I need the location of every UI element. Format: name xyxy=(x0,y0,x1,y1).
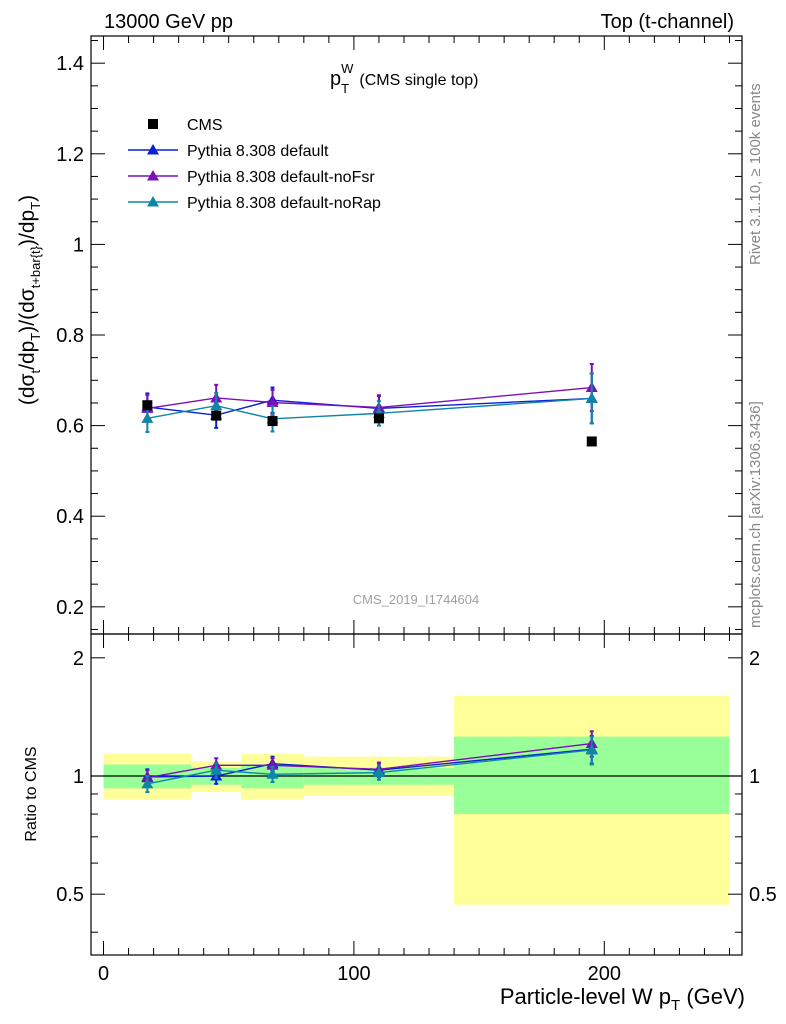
plot-title: pTW(CMS single top) xyxy=(330,61,479,96)
x-tick-label: 200 xyxy=(588,963,621,985)
ratio-y-tick-label-right: 0.5 xyxy=(749,884,777,906)
main-cms-point xyxy=(373,413,384,424)
legend-marker-default xyxy=(147,144,159,155)
main-y-axis-label: (dσt/dpT)/(dσt+bar{t})/dpT) xyxy=(16,195,43,405)
header-left-label: 13000 GeV pp xyxy=(104,11,233,33)
ratio-panel-frame xyxy=(90,633,743,956)
rivet-side-text: Rivet 3.1.10, ≥ 100k events xyxy=(747,83,764,265)
main-noFsr-point xyxy=(266,396,279,408)
header-right-label: Top (t-channel) xyxy=(601,11,734,33)
ratio-noRap-point xyxy=(372,766,385,778)
ratio-panel-series xyxy=(141,730,598,794)
x-axis-label: Particle-level W pT (GeV) xyxy=(500,984,745,1014)
legend-label-noRap: Pythia 8.308 default-noRap xyxy=(187,195,381,212)
legend-label-cms: CMS xyxy=(187,117,223,134)
ratio-panel-ticks: 0 100 200 0.5 0.5 1 1 2 2 xyxy=(56,620,777,985)
ratio-y-tick-label: 1 xyxy=(73,766,84,788)
main-cms-point xyxy=(586,436,597,447)
legend-marker-noFsr xyxy=(147,170,159,181)
main-y-tick-label: 0.4 xyxy=(56,506,84,528)
main-y-tick-label: 0.8 xyxy=(56,325,84,347)
legend: CMS Pythia 8.308 default Pythia 8.308 defa… xyxy=(128,117,381,212)
main-cms-point xyxy=(142,400,153,411)
main-y-tick-label: 0.2 xyxy=(56,597,84,619)
main-y-tick-label: 1.4 xyxy=(56,53,84,75)
legend-marker-noRap xyxy=(147,196,159,207)
ratio-noRap-point xyxy=(141,777,154,789)
main-noRap-point xyxy=(210,399,223,411)
ratio-uncertainty-bands xyxy=(103,695,730,905)
x-tick-label: 100 xyxy=(337,963,370,985)
analysis-watermark: CMS_2019_I1744604 xyxy=(353,592,480,607)
main-y-tick-label: 0.6 xyxy=(56,416,84,438)
main-panel-series xyxy=(141,362,598,447)
ratio-noFsr-point xyxy=(266,759,279,770)
ratio-noRap-point xyxy=(210,764,223,775)
ratio-y-tick-label-right: 2 xyxy=(749,648,760,670)
mcplots-side-text: mcplots.cern.ch [arXiv:1306.3436] xyxy=(747,401,764,628)
legend-marker-cms xyxy=(148,119,158,129)
main-cms-point xyxy=(267,416,278,427)
main-noRap-point xyxy=(585,392,598,403)
main-y-tick-label: 1 xyxy=(73,234,84,256)
legend-label-default: Pythia 8.308 default xyxy=(187,143,329,160)
ratio-noRap-point xyxy=(585,743,598,755)
main-noRap-point xyxy=(141,412,154,423)
ratio-y-tick-label-right: 1 xyxy=(749,766,760,788)
ratio-y-tick-label: 0.5 xyxy=(56,884,84,906)
x-tick-label: 0 xyxy=(98,963,109,985)
main-panel-ticks: 0.2 0.4 0.6 0.8 1 1.2 1.4 xyxy=(56,36,742,630)
ratio-noRap-point xyxy=(266,768,279,779)
ratio-y-tick-label: 2 xyxy=(73,648,84,670)
ratio-y-axis-label: Ratio to CMS xyxy=(23,746,40,841)
main-cms-point xyxy=(211,410,222,421)
main-y-tick-label: 1.2 xyxy=(56,144,84,166)
legend-label-noFsr: Pythia 8.308 default-noFsr xyxy=(187,169,375,186)
